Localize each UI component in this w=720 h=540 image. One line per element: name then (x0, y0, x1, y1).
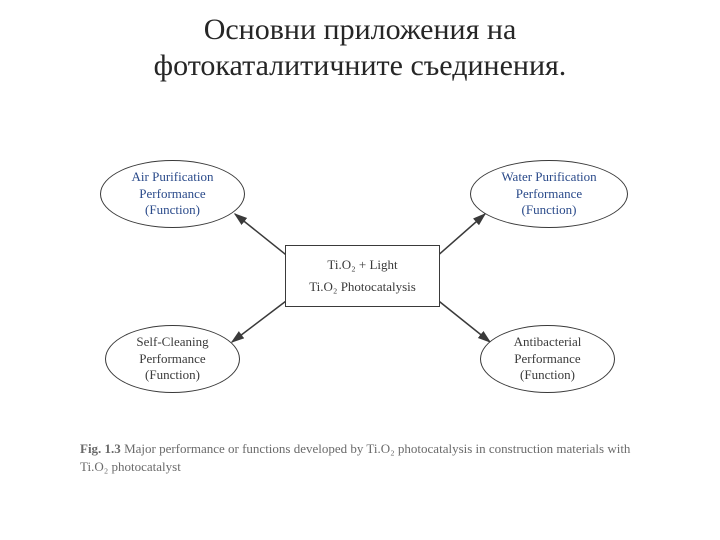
node-bl: Self-CleaningPerformance(Function) (105, 325, 240, 393)
arrow-3 (435, 298, 490, 342)
node-tl-line2: Performance (139, 186, 205, 203)
node-bl-line1: Self-Cleaning (136, 334, 208, 351)
node-tl-line1: Air Purification (132, 169, 214, 186)
center-line2: Ti.O₂ Photocatalysis (309, 276, 416, 298)
node-bl-line2: Performance (139, 351, 205, 368)
caption-text: Major performance or functions developed… (80, 441, 630, 474)
node-tl-line3: (Function) (145, 202, 200, 219)
arrow-0 (235, 214, 290, 258)
node-bl-line3: (Function) (145, 367, 200, 384)
node-br-line3: (Function) (520, 367, 575, 384)
figure-caption: Fig. 1.3 Major performance or functions … (80, 440, 640, 476)
node-tr-line1: Water Purification (501, 169, 596, 186)
node-br: AntibacterialPerformance(Function) (480, 325, 615, 393)
center-line1: Ti.O₂ + Light (327, 254, 397, 276)
title-line1: Основни приложения на (204, 13, 517, 46)
node-br-line1: Antibacterial (514, 334, 582, 351)
center-box: Ti.O₂ + Light Ti.O₂ Photocatalysis (285, 245, 440, 307)
node-tl: Air PurificationPerformance(Function) (100, 160, 245, 228)
page-title: Основни приложения на фотокаталитичните … (0, 0, 720, 84)
node-br-line2: Performance (514, 351, 580, 368)
node-tr: Water PurificationPerformance(Function) (470, 160, 628, 228)
diagram-container: Ti.O₂ + Light Ti.O₂ Photocatalysis Air P… (80, 150, 640, 410)
arrow-1 (435, 214, 485, 258)
title-line2: фотокаталитичните съединения. (154, 49, 567, 82)
node-tr-line3: (Function) (522, 202, 577, 219)
caption-label: Fig. 1.3 (80, 441, 121, 456)
node-tr-line2: Performance (516, 186, 582, 203)
arrow-2 (232, 298, 290, 342)
